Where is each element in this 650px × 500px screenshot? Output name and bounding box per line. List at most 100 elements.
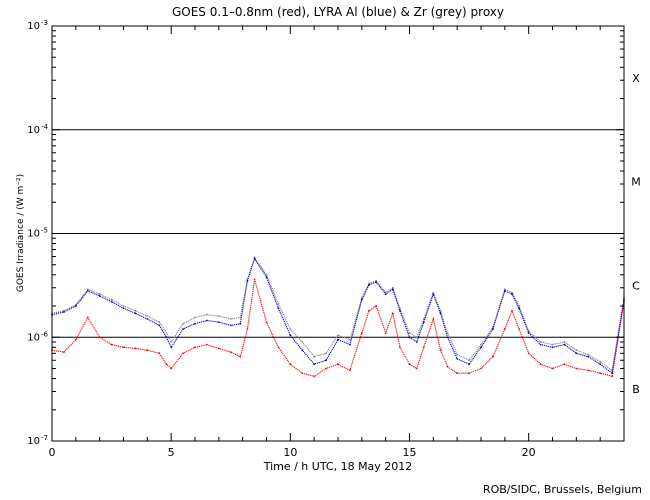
data-point [277, 302, 280, 305]
data-point [74, 305, 77, 307]
data-point [456, 372, 459, 375]
data-point [98, 295, 101, 297]
data-point [217, 315, 220, 317]
data-point [229, 318, 232, 320]
data-point [86, 288, 89, 291]
data-point [182, 352, 185, 355]
data-point [575, 367, 578, 370]
data-point [146, 315, 149, 317]
data-point [503, 328, 506, 330]
data-point [480, 343, 482, 346]
data-point [313, 375, 316, 378]
flare-class-labels: B C M X [631, 72, 641, 396]
y-axis: 10-710-610-510-410-3 [27, 19, 624, 447]
data-point [375, 279, 377, 282]
flare-class-c: C [632, 279, 640, 292]
series-0 [51, 257, 625, 375]
data-point [399, 309, 401, 312]
y-tick-exponent: -4 [41, 123, 49, 131]
data-point [575, 349, 578, 352]
data-point [289, 334, 292, 336]
data-point [229, 324, 232, 327]
data-point [265, 321, 268, 323]
data-point [368, 282, 370, 285]
data-point [289, 363, 292, 366]
data-point [408, 363, 411, 366]
y-axis-label: GOES Irradiance / (W m⁻²) [16, 174, 26, 292]
data-point [301, 372, 304, 375]
data-point [539, 343, 542, 346]
data-point [158, 324, 161, 327]
data-point [239, 355, 242, 358]
flare-class-lines [52, 129, 624, 338]
x-tick-label: 15 [403, 446, 417, 459]
data-point [265, 273, 268, 276]
data-point [480, 346, 482, 349]
data-point [217, 347, 220, 350]
data-point [575, 352, 578, 355]
data-point [456, 353, 459, 356]
data-point [492, 328, 494, 330]
data-point [337, 338, 339, 341]
flare-class-m: M [631, 176, 641, 189]
data-point [539, 341, 542, 343]
y-tick-label: 10 [27, 332, 40, 343]
data-point [368, 309, 370, 312]
data-point [253, 256, 256, 259]
data-point [325, 367, 327, 370]
data-point [439, 349, 442, 352]
y-tick-label: 10 [27, 125, 40, 136]
data-point [301, 341, 304, 343]
data-point [503, 288, 506, 291]
data-point [587, 369, 590, 372]
data-point [384, 293, 387, 296]
data-point [468, 359, 470, 362]
data-point [399, 346, 401, 349]
data-point [301, 349, 304, 352]
data-point [325, 352, 327, 355]
data-point [206, 313, 208, 316]
data-point [86, 316, 89, 319]
data-point [360, 332, 363, 334]
y-tick-exponent: -3 [41, 19, 48, 27]
data-point [253, 278, 256, 281]
data-point [432, 318, 435, 320]
data-point [349, 338, 351, 341]
data-point [468, 363, 470, 366]
data-point [432, 293, 435, 296]
x-axis: 0 5 10 15 20 [49, 26, 625, 459]
data-point [265, 276, 268, 278]
data-point [360, 298, 363, 301]
data-point [511, 309, 513, 312]
data-point [539, 363, 542, 366]
data-point [384, 332, 387, 334]
data-point [368, 283, 370, 286]
data-point [551, 346, 554, 349]
data-point [518, 328, 520, 330]
series-layer [51, 256, 625, 378]
series-1 [51, 256, 625, 372]
series-line-1 [51, 256, 625, 372]
data-point [349, 369, 351, 372]
data-point [563, 343, 566, 346]
data-point [246, 328, 249, 330]
data-point [122, 305, 125, 307]
data-point [563, 341, 566, 343]
credit-label: ROB/SIDC, Brussels, Belgium [482, 483, 642, 496]
data-point [422, 346, 425, 349]
y-tick-exponent: -6 [41, 330, 49, 338]
data-point [134, 309, 137, 312]
data-point [518, 305, 520, 307]
data-point [415, 336, 418, 339]
data-point [182, 322, 185, 325]
data-point [511, 291, 513, 294]
data-point [375, 305, 377, 307]
flare-class-b: B [632, 383, 640, 396]
data-point [98, 293, 101, 296]
data-point [165, 363, 168, 366]
data-point [391, 286, 394, 289]
data-point [277, 307, 280, 310]
data-point [492, 355, 494, 358]
y-tick-exponent: -7 [41, 434, 48, 442]
